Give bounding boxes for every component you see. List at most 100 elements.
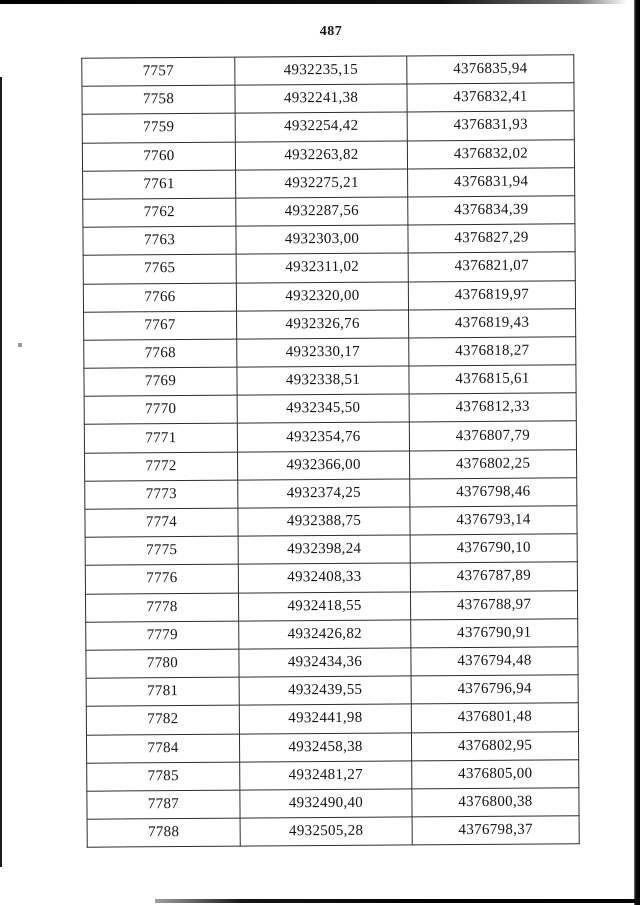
table-cell: 7774 [84,508,239,538]
table-row: 7787 4932490,40 4376800,38 [86,787,580,820]
scan-edge-right [634,0,640,905]
table-cell: 7759 [82,113,236,143]
table-cell: 4932241,38 [234,84,408,114]
table-cell: 4932398,24 [238,535,411,565]
table-row: 7761 4932275,21 4376831,94 [82,167,575,200]
table-cell: 4376790,91 [410,618,578,648]
table-cell: 4376790,10 [410,533,578,564]
table-row: 7762 4932287,56 4376834,39 [82,195,575,228]
table-cell: 7758 [81,85,236,115]
table-cell: 4932408,33 [238,563,411,593]
table-cell: 4376798,37 [412,815,580,846]
table-row: 7768 4932330,17 4376818,27 [83,336,576,369]
table-cell: 7770 [84,395,238,425]
table-row: 7757 4932235,15 4376835,94 [81,54,574,87]
table-cell: 4932481,27 [239,760,412,791]
table-cell: 7765 [83,254,237,284]
table-row: 7760 4932263,82 4376832,02 [82,139,575,171]
table-cell: 4932458,38 [239,732,412,762]
table-cell: 7788 [87,818,241,848]
table-row: 7776 4932408,33 4376787,89 [85,562,578,594]
table-cell: 7757 [81,57,235,87]
table-cell: 4932434,36 [238,647,412,678]
table-row: 7771 4932354,76 4376807,79 [84,421,577,453]
table-row: 7769 4932338,51 4376815,61 [83,364,577,397]
table-cell: 4376835,94 [406,54,574,85]
scan-edge-left [0,77,2,867]
table-cell: 4376821,07 [408,252,576,282]
table-cell: 7785 [86,761,240,792]
table-cell: 4376815,61 [408,364,577,395]
table-cell: 7760 [82,141,236,171]
table-cell: 7766 [83,282,237,312]
table-cell: 4932426,82 [238,619,411,650]
table-row: 7785 4932481,27 4376805,00 [86,759,579,792]
table-cell: 4932345,50 [237,394,410,424]
table-cell: 4376812,33 [409,393,577,423]
table-cell: 7778 [85,592,239,622]
table-cell: 4376802,25 [409,449,577,479]
table-cell: 4376827,29 [407,223,576,254]
table-cell: 4932311,02 [236,253,409,283]
table-cell: 7773 [84,479,238,510]
table-cell: 7769 [83,367,238,397]
table-row: 7765 4932311,02 4376821,07 [83,252,576,284]
table-cell: 4376819,97 [408,280,576,310]
table-cell: 4932366,00 [237,450,410,480]
table-cell: 4376802,95 [411,731,579,761]
table-cell: 4376800,38 [411,787,580,817]
table-cell: 4932441,98 [239,704,412,734]
table-cell: 4932374,25 [237,478,410,509]
table-cell: 4932490,40 [239,788,413,819]
table-cell: 4932254,42 [235,112,408,142]
table-cell: 4376805,00 [411,759,579,789]
table-cell: 7775 [85,536,239,566]
table-cell: 4932439,55 [239,676,412,706]
table-row: 7763 4932303,00 4376827,29 [82,223,576,256]
table-cell: 4376787,89 [410,562,578,592]
table-row: 7759 4932254,42 4376831,93 [82,111,575,143]
table-cell: 4376831,93 [407,111,575,141]
table-cell: 4932303,00 [235,225,409,255]
scan-edge-top [0,0,628,4]
table-cell: 4376798,46 [409,477,577,507]
table-cell: 4932388,75 [237,506,411,537]
table-cell: 4376818,27 [408,336,576,367]
table-row: 7784 4932458,38 4376802,95 [86,731,579,763]
table-cell: 4376788,97 [410,590,578,620]
table-row: 7774 4932388,75 4376793,14 [84,505,578,538]
table-cell: 4376834,39 [407,195,575,226]
table-cell: 7762 [82,198,236,228]
table-cell: 7768 [83,339,237,369]
table-row: 7780 4932434,36 4376794,48 [85,646,579,679]
table-cell: 4932263,82 [235,140,408,170]
table-cell: 4376793,14 [409,505,578,536]
table-row: 7770 4932345,50 4376812,33 [84,393,577,425]
table-cell: 7767 [83,310,237,341]
table-cell: 4932326,76 [236,309,409,340]
table-cell: 4376832,41 [406,82,575,113]
scan-edge-bottom [155,899,640,903]
table-cell: 7763 [82,226,237,256]
table-row: 7779 4932426,82 4376790,91 [85,618,578,651]
table-cell: 4376831,94 [407,167,575,197]
table-cell: 4376832,02 [407,139,575,169]
table-row: 7788 4932505,28 4376798,37 [87,815,580,848]
table-cell: 7787 [86,790,241,820]
table-cell: 7781 [86,677,240,707]
table-cell: 4932320,00 [236,281,409,311]
table-cell: 4932505,28 [240,816,413,847]
table-cell: 4376796,94 [411,674,579,705]
table-row: 7772 4932366,00 4376802,25 [84,449,577,482]
table-cell: 7782 [86,705,240,735]
table-cell: 4376801,48 [411,703,579,733]
table-cell: 4376794,48 [410,646,579,677]
table-cell: 4376819,43 [408,308,576,338]
table-row: 7773 4932374,25 4376798,46 [84,477,577,510]
page-number: 487 [319,24,343,39]
table-cell: 7784 [86,733,240,763]
table-cell: 7761 [82,169,236,200]
table-row: 7782 4932441,98 4376801,48 [86,703,579,735]
table-row: 7766 4932320,00 4376819,97 [83,280,576,312]
table-row: 7775 4932398,24 4376790,10 [85,533,578,566]
